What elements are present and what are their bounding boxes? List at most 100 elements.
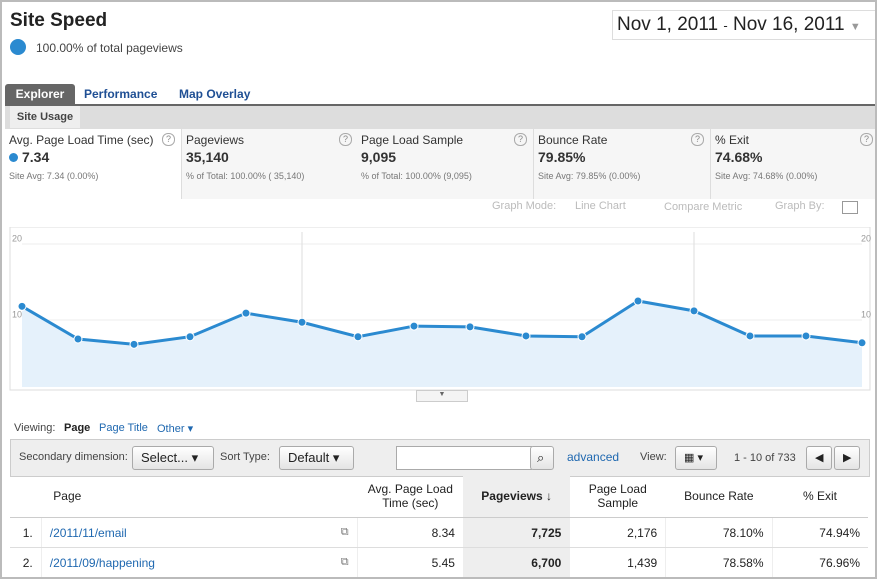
table-cell: 74.94% xyxy=(771,517,868,548)
help-icon: ? xyxy=(860,133,873,146)
search-input[interactable] xyxy=(396,446,532,470)
metric-number: 74.68% xyxy=(715,149,763,165)
help-icon: ? xyxy=(691,133,704,146)
table-cell: 7,725 xyxy=(462,517,570,548)
view-select[interactable]: ▦ ▾ xyxy=(675,446,717,470)
point xyxy=(577,332,587,342)
point xyxy=(353,332,363,342)
table-cell: 78.58% xyxy=(665,547,773,577)
y-tick-label-right: 10 xyxy=(861,309,871,319)
open-icon: ⧉ xyxy=(340,555,349,568)
point xyxy=(801,331,811,341)
pie-icon xyxy=(10,39,26,55)
date-range[interactable]: Nov 1, 2011 - Nov 16, 2011 ▼ xyxy=(612,10,875,40)
view-label: View: xyxy=(640,451,667,463)
subtitle: 100.00% of total pageviews xyxy=(36,41,183,55)
help-icon: ? xyxy=(339,133,352,146)
metric-card[interactable]: Page Load Sample 9,095 % of Total: 100.00%… xyxy=(357,129,534,199)
table-row: 1./2011/11/email ⧉ 8.34 7,725 2,176 78.10% 74.… xyxy=(10,517,868,548)
point xyxy=(17,301,27,311)
table-cell: 2,176 xyxy=(569,517,666,548)
point xyxy=(409,321,419,331)
metric-label: % Exit xyxy=(715,133,750,147)
point xyxy=(465,322,475,332)
header-cell[interactable]: Page Load Sample xyxy=(569,475,666,518)
metric-label: Page Load Sample xyxy=(361,133,464,147)
metric-value: 79.85% xyxy=(538,149,706,165)
metric-card[interactable]: Avg. Page Load Time (sec) 7.34 Site Avg: 7… xyxy=(5,129,182,199)
table-cell: 1. xyxy=(10,517,42,548)
header-cell[interactable]: Page xyxy=(41,475,358,518)
table-cell: 1,439 xyxy=(569,547,666,577)
data-table: Page Avg. Page Load Time (sec) Pageviews ↓… xyxy=(10,475,868,577)
metric-number: 7.34 xyxy=(22,149,50,165)
resize-handle[interactable]: ▼ xyxy=(416,390,468,402)
metric-value: 35,140 xyxy=(186,149,354,165)
chart: 10102020Nov 6Nov 13 xyxy=(9,227,871,391)
metric-label: Pageviews xyxy=(186,133,245,147)
metric-value: 9,095 xyxy=(361,149,529,165)
view-option[interactable]: Page Title xyxy=(99,422,148,434)
metric-number: 9,095 xyxy=(361,149,397,165)
secondary-select[interactable]: Select... ▾ xyxy=(132,446,214,470)
metric-label: Avg. Page Load Time (sec) xyxy=(9,133,154,147)
table-row: 2./2011/09/happening ⧉ 5.45 6,700 1,439 78.58… xyxy=(10,547,868,577)
point xyxy=(857,338,867,348)
point xyxy=(745,331,755,341)
next[interactable]: ▶ xyxy=(834,446,860,470)
sort-value: Default xyxy=(288,450,330,465)
prev[interactable]: ◀ xyxy=(806,446,832,470)
compare-metric[interactable]: Compare Metric xyxy=(664,201,743,213)
view-option[interactable]: Page xyxy=(64,422,91,434)
title: Site Speed xyxy=(10,10,108,31)
header-cell xyxy=(10,475,42,518)
metric-value: 74.68% xyxy=(715,149,875,165)
help-icon: ? xyxy=(514,133,527,146)
point xyxy=(521,331,531,341)
y-tick-label: 10 xyxy=(12,309,22,319)
graph-mode-label: Graph Mode: xyxy=(492,200,557,212)
table-cell[interactable]: /2011/11/email ⧉ xyxy=(40,517,358,548)
tab[interactable]: Performance xyxy=(84,87,158,101)
point xyxy=(129,339,139,349)
table-cell: 76.96% xyxy=(771,547,868,577)
point xyxy=(241,308,251,318)
metric-sub: Site Avg: 7.34 (0.00%) xyxy=(9,171,99,181)
tab[interactable]: Map Overlay xyxy=(179,87,251,101)
header-cell[interactable]: % Exit xyxy=(772,475,868,518)
table-cell: 2. xyxy=(10,547,42,577)
table-cell[interactable]: /2011/09/happening ⧉ xyxy=(40,547,358,577)
line xyxy=(21,299,863,346)
open-icon: ⧉ xyxy=(340,525,349,538)
secondary-value: Select... xyxy=(141,450,188,465)
tab[interactable]: Explorer xyxy=(5,84,75,104)
date-end: Nov 16, 2011 xyxy=(732,14,845,35)
table-cell: 78.10% xyxy=(665,517,773,548)
metric-card[interactable]: Bounce Rate 79.85% Site Avg: 79.85% (0.00%… xyxy=(534,129,711,199)
point xyxy=(297,317,307,327)
header-cell[interactable]: Pageviews ↓ xyxy=(463,475,570,518)
header-cell[interactable]: Avg. Page Load Time (sec) xyxy=(357,475,464,518)
metric-card[interactable]: % Exit 74.68% Site Avg: 74.68% (0.00%)? xyxy=(711,129,875,199)
point xyxy=(633,296,643,306)
metric-number: 35,140 xyxy=(186,149,229,165)
point xyxy=(73,334,83,344)
y-tick-label-right: 20 xyxy=(861,233,871,243)
advanced-link[interactable]: advanced xyxy=(567,450,620,464)
table-cell: 8.34 xyxy=(356,517,464,548)
header-cell[interactable]: Bounce Rate xyxy=(665,475,773,518)
graph-by-icon[interactable] xyxy=(842,201,858,214)
view-option[interactable]: Other ▾ xyxy=(157,423,194,435)
metric-card[interactable]: Pageviews 35,140 % of Total: 100.00% ( 35,… xyxy=(182,129,359,199)
table-cell: 6,700 xyxy=(462,547,570,577)
graph-mode[interactable]: Line Chart xyxy=(575,200,626,212)
search-button[interactable]: ⌕ xyxy=(530,446,554,470)
metric-label: Bounce Rate xyxy=(538,133,608,147)
range: 1 - 10 of 733 xyxy=(734,452,796,464)
sort-label: Sort Type: xyxy=(220,451,270,463)
sort-select[interactable]: Default ▾ xyxy=(279,446,354,470)
secondary-label: Secondary dimension: xyxy=(19,451,128,463)
subtab[interactable]: Site Usage xyxy=(10,106,80,128)
